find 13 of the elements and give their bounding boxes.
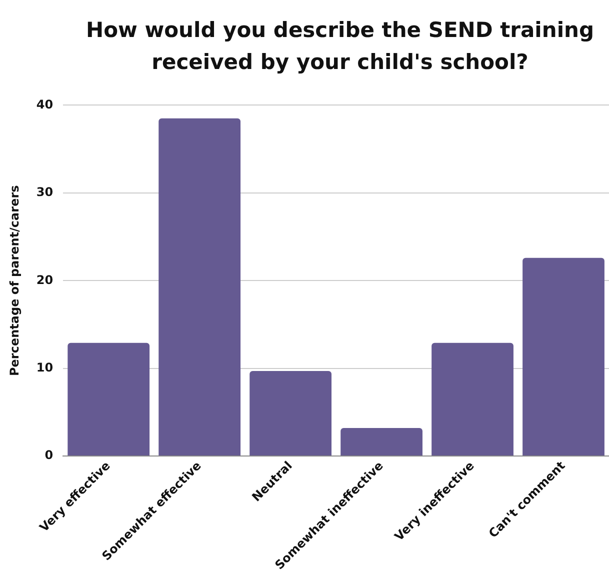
bar <box>250 370 332 456</box>
chart-title: How would you describe the SEND training received by your child's school? <box>85 17 595 76</box>
y-tick-label: 40 <box>36 97 54 112</box>
y-tick-label: 20 <box>36 272 54 287</box>
y-axis-title: Percentage of parent/carers <box>7 185 22 376</box>
bar <box>158 118 241 456</box>
y-tick-label: 0 <box>44 448 54 462</box>
y-tick-label: 30 <box>36 185 54 200</box>
bar <box>432 342 514 456</box>
y-tick-label: 10 <box>36 360 54 374</box>
bar <box>340 428 422 456</box>
bar <box>68 342 150 456</box>
bar <box>522 258 604 456</box>
